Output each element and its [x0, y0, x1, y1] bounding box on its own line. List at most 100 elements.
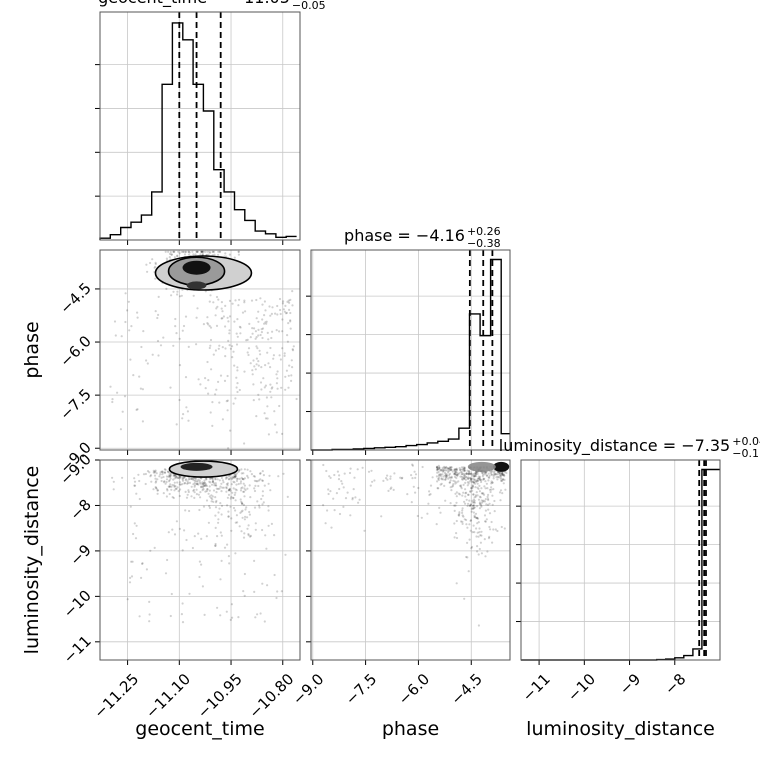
- scatter-point: [261, 303, 264, 306]
- scatter-point: [465, 518, 468, 522]
- scatter-point: [263, 620, 266, 623]
- scatter-point: [255, 363, 258, 366]
- scatter-point: [478, 475, 482, 478]
- scatter-point: [363, 529, 366, 532]
- scatter-point: [261, 479, 264, 482]
- title-main: luminosity_distance = −7.35: [499, 436, 730, 456]
- scatter-point: [163, 471, 167, 474]
- scatter-point: [175, 423, 178, 426]
- scatter-point: [459, 484, 463, 487]
- scatter-point: [476, 472, 479, 475]
- scatter-point: [443, 466, 446, 469]
- scatter-point: [251, 373, 254, 376]
- scatter-point: [220, 307, 223, 310]
- scatter-point: [461, 514, 464, 517]
- scatter-point: [224, 325, 227, 328]
- scatter-point: [454, 492, 457, 495]
- scatter-point: [466, 469, 469, 472]
- scatter-point: [176, 481, 179, 484]
- scatter-point: [250, 473, 253, 476]
- scatter-point: [204, 484, 207, 487]
- scatter-point: [354, 496, 357, 499]
- scatter-point: [412, 485, 415, 488]
- scatter-point: [289, 327, 292, 330]
- scatter-point: [243, 301, 246, 304]
- scatter-point: [159, 473, 162, 476]
- scatter-point: [501, 479, 504, 483]
- scatter-point: [172, 250, 175, 253]
- scatter-point: [463, 470, 466, 473]
- scatter-point: [461, 472, 464, 476]
- scatter-point: [170, 253, 173, 256]
- scatter-point: [218, 401, 221, 404]
- scatter-point: [205, 484, 208, 487]
- scatter-point: [237, 470, 240, 474]
- scatter-point: [478, 478, 481, 482]
- scatter-point: [121, 476, 124, 479]
- scatter-point: [461, 471, 464, 474]
- scatter-point: [202, 483, 205, 486]
- scatter-point: [459, 470, 462, 474]
- scatter-point: [226, 543, 229, 546]
- scatter-point: [247, 353, 250, 357]
- scatter-point: [223, 546, 227, 549]
- scatter-point: [462, 472, 465, 476]
- scatter-point: [461, 511, 464, 514]
- scatter-point: [469, 519, 473, 522]
- scatter-point: [192, 489, 195, 492]
- scatter-point: [487, 493, 490, 496]
- scatter-point: [469, 503, 472, 506]
- scatter-point: [201, 250, 204, 253]
- scatter-point: [251, 332, 254, 335]
- scatter-point: [192, 483, 195, 486]
- scatter-point: [171, 483, 174, 487]
- scatter-point: [410, 501, 413, 504]
- scatter-point: [188, 481, 192, 484]
- scatter-point: [267, 524, 270, 527]
- scatter-point: [267, 362, 270, 365]
- scatter-point: [243, 299, 246, 302]
- scatter-point: [436, 466, 439, 469]
- scatter-point: [173, 250, 176, 253]
- scatter-point: [461, 520, 464, 524]
- scatter-point: [470, 480, 474, 483]
- scatter-point: [207, 392, 210, 395]
- scatter-point: [154, 265, 157, 268]
- scatter-point: [463, 467, 466, 470]
- scatter-point: [455, 467, 458, 470]
- scatter-point: [496, 529, 499, 533]
- scatter-point: [503, 474, 506, 477]
- scatter-point: [473, 506, 476, 510]
- scatter-point: [126, 598, 129, 601]
- scatter-point: [243, 594, 246, 597]
- scatter-point: [455, 473, 459, 476]
- scatter-point: [380, 515, 383, 518]
- scatter-point: [151, 258, 154, 261]
- scatter-point: [465, 472, 468, 475]
- scatter-point: [171, 528, 174, 531]
- scatter-point: [284, 388, 287, 391]
- scatter-point: [255, 336, 258, 339]
- scatter-point: [473, 515, 476, 519]
- scatter-point: [170, 485, 173, 488]
- scatter-point: [490, 470, 493, 473]
- scatter-point: [463, 468, 466, 472]
- scatter-point: [219, 374, 223, 377]
- scatter-point: [284, 304, 287, 307]
- scatter-point: [454, 472, 457, 475]
- scatter-point: [220, 317, 223, 320]
- scatter-point: [181, 483, 184, 486]
- scatter-point: [172, 496, 175, 500]
- scatter-point: [231, 476, 234, 479]
- scatter-point: [474, 494, 477, 497]
- scatter-point: [246, 351, 249, 354]
- scatter-point: [252, 359, 255, 362]
- scatter-point: [458, 511, 461, 514]
- scatter-point: [226, 476, 229, 479]
- scatter-point: [232, 506, 236, 510]
- scatter-point: [490, 486, 493, 489]
- scatter-point: [238, 469, 241, 472]
- scatter-point: [500, 525, 503, 529]
- scatter-point: [249, 470, 252, 473]
- scatter-point: [167, 250, 170, 253]
